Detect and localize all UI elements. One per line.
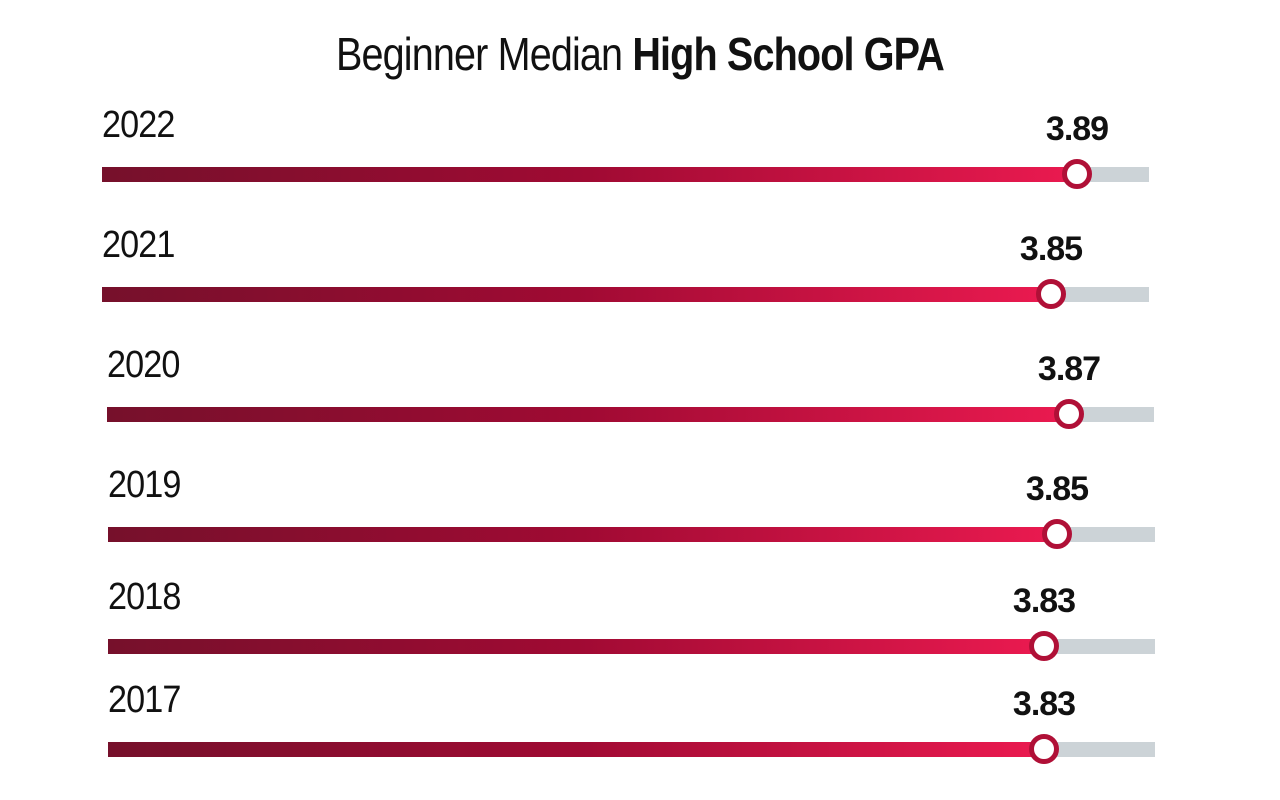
value-marker xyxy=(1054,399,1084,429)
bar-fill xyxy=(107,407,1069,422)
value-label: 3.83 xyxy=(1012,582,1076,620)
bar-row: 2022 3.89 xyxy=(102,104,1149,189)
bar-row: 2018 3.83 xyxy=(108,576,1155,661)
chart-title: Beginner Median High School GPA xyxy=(90,26,1191,82)
chart-title-regular: Beginner Median xyxy=(336,28,623,80)
value-marker xyxy=(1042,519,1072,549)
value-label: 3.85 xyxy=(1025,470,1089,508)
value-marker xyxy=(1029,631,1059,661)
value-label: 3.83 xyxy=(1012,685,1076,723)
bar-fill xyxy=(102,167,1077,182)
bar-row: 2020 3.87 xyxy=(107,344,1154,429)
bar-fill xyxy=(102,287,1051,302)
year-label: 2019 xyxy=(108,464,181,506)
value-marker xyxy=(1029,734,1059,764)
bar-row: 2017 3.83 xyxy=(108,679,1155,764)
bar-row: 2021 3.85 xyxy=(102,224,1149,309)
value-label: 3.89 xyxy=(1045,110,1109,148)
chart-title-bold: High School GPA xyxy=(632,28,945,80)
value-marker xyxy=(1062,159,1092,189)
bar-fill xyxy=(108,527,1057,542)
year-label: 2017 xyxy=(108,679,181,721)
value-marker xyxy=(1036,279,1066,309)
bar-row: 2019 3.85 xyxy=(108,464,1155,549)
year-label: 2020 xyxy=(107,344,180,386)
year-label: 2022 xyxy=(102,104,175,146)
year-label: 2018 xyxy=(108,576,181,618)
year-label: 2021 xyxy=(102,224,175,266)
value-label: 3.85 xyxy=(1019,230,1083,268)
value-label: 3.87 xyxy=(1037,350,1101,388)
bar-fill xyxy=(108,639,1044,654)
bar-fill xyxy=(108,742,1044,757)
